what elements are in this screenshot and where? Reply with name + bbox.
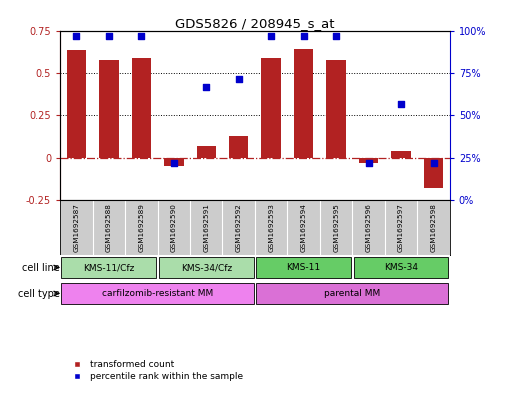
Point [397, 101, 405, 107]
Text: parental MM: parental MM [324, 289, 381, 298]
Bar [359, 158, 378, 163]
Text: GSM1692591: GSM1692591 [203, 203, 209, 252]
Point [105, 33, 113, 40]
Text: cell type: cell type [18, 288, 60, 299]
Bar [294, 49, 313, 158]
Text: GSM1692592: GSM1692592 [236, 203, 242, 252]
Bar [229, 136, 248, 158]
Point [429, 160, 438, 166]
Text: GSM1692587: GSM1692587 [73, 203, 79, 252]
Text: KMS-11: KMS-11 [287, 263, 321, 272]
Text: KMS-34/Cfz: KMS-34/Cfz [180, 263, 232, 272]
Text: KMS-11/Cfz: KMS-11/Cfz [83, 263, 134, 272]
Bar [159, 257, 254, 279]
Text: cell line: cell line [22, 263, 60, 273]
Point [365, 160, 373, 166]
Text: GSM1692590: GSM1692590 [171, 203, 177, 252]
Text: carfilzomib-resistant MM: carfilzomib-resistant MM [102, 289, 213, 298]
Bar [197, 146, 216, 158]
Point [72, 33, 81, 40]
Point [137, 33, 145, 40]
Text: GSM1692593: GSM1692593 [268, 203, 274, 252]
Point [267, 33, 276, 40]
Bar [164, 158, 184, 166]
Title: GDS5826 / 208945_s_at: GDS5826 / 208945_s_at [175, 17, 335, 30]
Bar [61, 283, 254, 305]
Bar [256, 283, 449, 305]
Point [234, 75, 243, 82]
Legend: transformed count, percentile rank within the sample: transformed count, percentile rank withi… [65, 356, 247, 385]
Text: GSM1692597: GSM1692597 [398, 203, 404, 252]
Text: GSM1692598: GSM1692598 [430, 203, 437, 252]
Bar [354, 257, 449, 279]
Bar [132, 58, 151, 158]
Text: KMS-34: KMS-34 [384, 263, 418, 272]
Bar [262, 58, 281, 158]
Bar [66, 50, 86, 158]
Bar [424, 158, 444, 188]
Bar [391, 151, 411, 158]
Bar [256, 257, 351, 279]
Bar [326, 60, 346, 158]
Point [300, 33, 308, 40]
Point [202, 84, 210, 90]
Bar [61, 257, 156, 279]
Bar [99, 60, 119, 158]
Text: GSM1692594: GSM1692594 [301, 203, 306, 252]
Text: GSM1692596: GSM1692596 [366, 203, 372, 252]
Text: GSM1692588: GSM1692588 [106, 203, 112, 252]
Text: GSM1692595: GSM1692595 [333, 203, 339, 252]
Point [169, 160, 178, 166]
Text: GSM1692589: GSM1692589 [138, 203, 144, 252]
Point [332, 33, 340, 40]
